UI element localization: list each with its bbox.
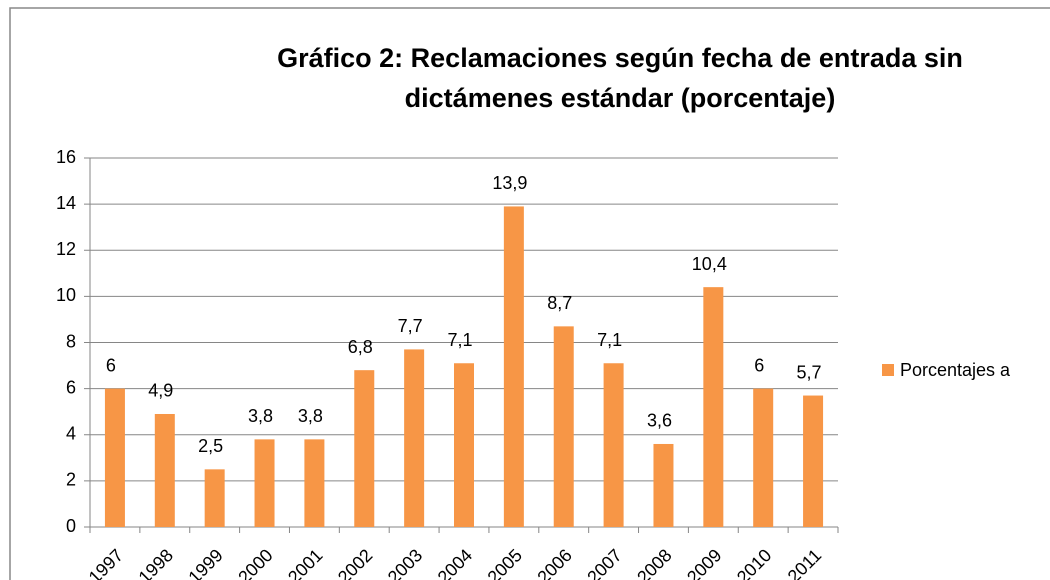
data-label: 10,4 (692, 254, 727, 274)
chart-frame (9, 7, 1050, 580)
y-tick-label: 12 (56, 239, 76, 259)
y-tick-label: 10 (56, 285, 76, 305)
data-label: 7,1 (447, 330, 472, 350)
data-label: 6,8 (348, 337, 373, 357)
bar (603, 363, 624, 527)
y-tick-label: 4 (66, 424, 76, 444)
data-label: 8,7 (547, 293, 572, 313)
data-label: 13,9 (492, 173, 527, 193)
data-label: 4,9 (148, 381, 173, 401)
bar (553, 326, 574, 527)
y-tick-label: 14 (56, 193, 76, 213)
legend-label: Porcentajes a (900, 360, 1011, 380)
bar (653, 443, 674, 527)
data-label: 6 (106, 355, 116, 375)
data-label: 3,8 (248, 406, 273, 426)
y-tick-label: 16 (56, 147, 76, 167)
y-tick-label: 0 (66, 516, 76, 536)
bar (154, 413, 175, 527)
data-label: 7,1 (597, 330, 622, 350)
bar (753, 388, 774, 527)
bar (503, 206, 524, 527)
data-label: 3,6 (647, 411, 672, 431)
data-label: 7,7 (398, 316, 423, 336)
chart-title: Gráfico 2: Reclamaciones según fecha de … (277, 43, 963, 73)
bar (703, 287, 724, 527)
data-label: 6 (754, 355, 764, 375)
chart-title: dictámenes estándar (porcentaje) (405, 83, 836, 113)
y-tick-label: 2 (66, 470, 76, 490)
y-tick-label: 8 (66, 331, 76, 351)
bar (803, 395, 824, 527)
bar (354, 370, 375, 527)
y-tick-label: 6 (66, 377, 76, 397)
bar (104, 388, 125, 527)
data-label: 2,5 (198, 436, 223, 456)
bar (454, 363, 474, 527)
data-label: 3,8 (298, 406, 323, 426)
legend-swatch (882, 364, 894, 376)
bar (404, 349, 425, 527)
bar (254, 439, 275, 527)
bar (304, 439, 325, 527)
data-label: 5,7 (797, 362, 822, 382)
bar (204, 469, 225, 527)
